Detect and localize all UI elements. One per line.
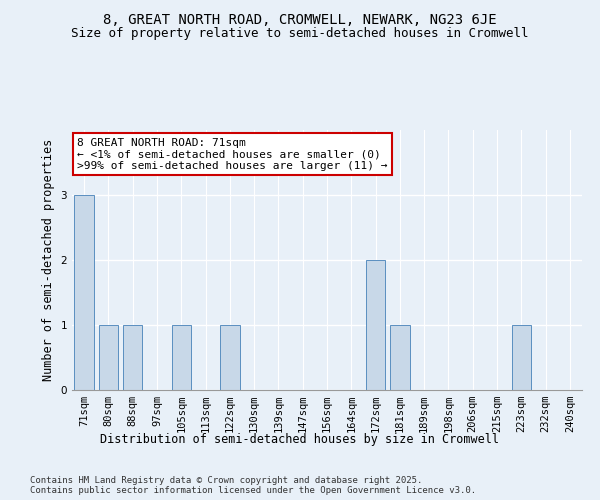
- Bar: [220, 325, 239, 390]
- Bar: [512, 325, 531, 390]
- Text: 8, GREAT NORTH ROAD, CROMWELL, NEWARK, NG23 6JE: 8, GREAT NORTH ROAD, CROMWELL, NEWARK, N…: [103, 12, 497, 26]
- Text: 8 GREAT NORTH ROAD: 71sqm
← <1% of semi-detached houses are smaller (0)
>99% of : 8 GREAT NORTH ROAD: 71sqm ← <1% of semi-…: [77, 138, 388, 171]
- Y-axis label: Number of semi-detached properties: Number of semi-detached properties: [42, 139, 55, 381]
- Bar: [390, 325, 410, 390]
- Bar: [74, 195, 94, 390]
- Bar: [366, 260, 385, 390]
- Bar: [123, 325, 142, 390]
- Text: Distribution of semi-detached houses by size in Cromwell: Distribution of semi-detached houses by …: [101, 432, 499, 446]
- Bar: [172, 325, 191, 390]
- Bar: [99, 325, 118, 390]
- Text: Contains HM Land Registry data © Crown copyright and database right 2025.
Contai: Contains HM Land Registry data © Crown c…: [30, 476, 476, 495]
- Text: Size of property relative to semi-detached houses in Cromwell: Size of property relative to semi-detach…: [71, 28, 529, 40]
